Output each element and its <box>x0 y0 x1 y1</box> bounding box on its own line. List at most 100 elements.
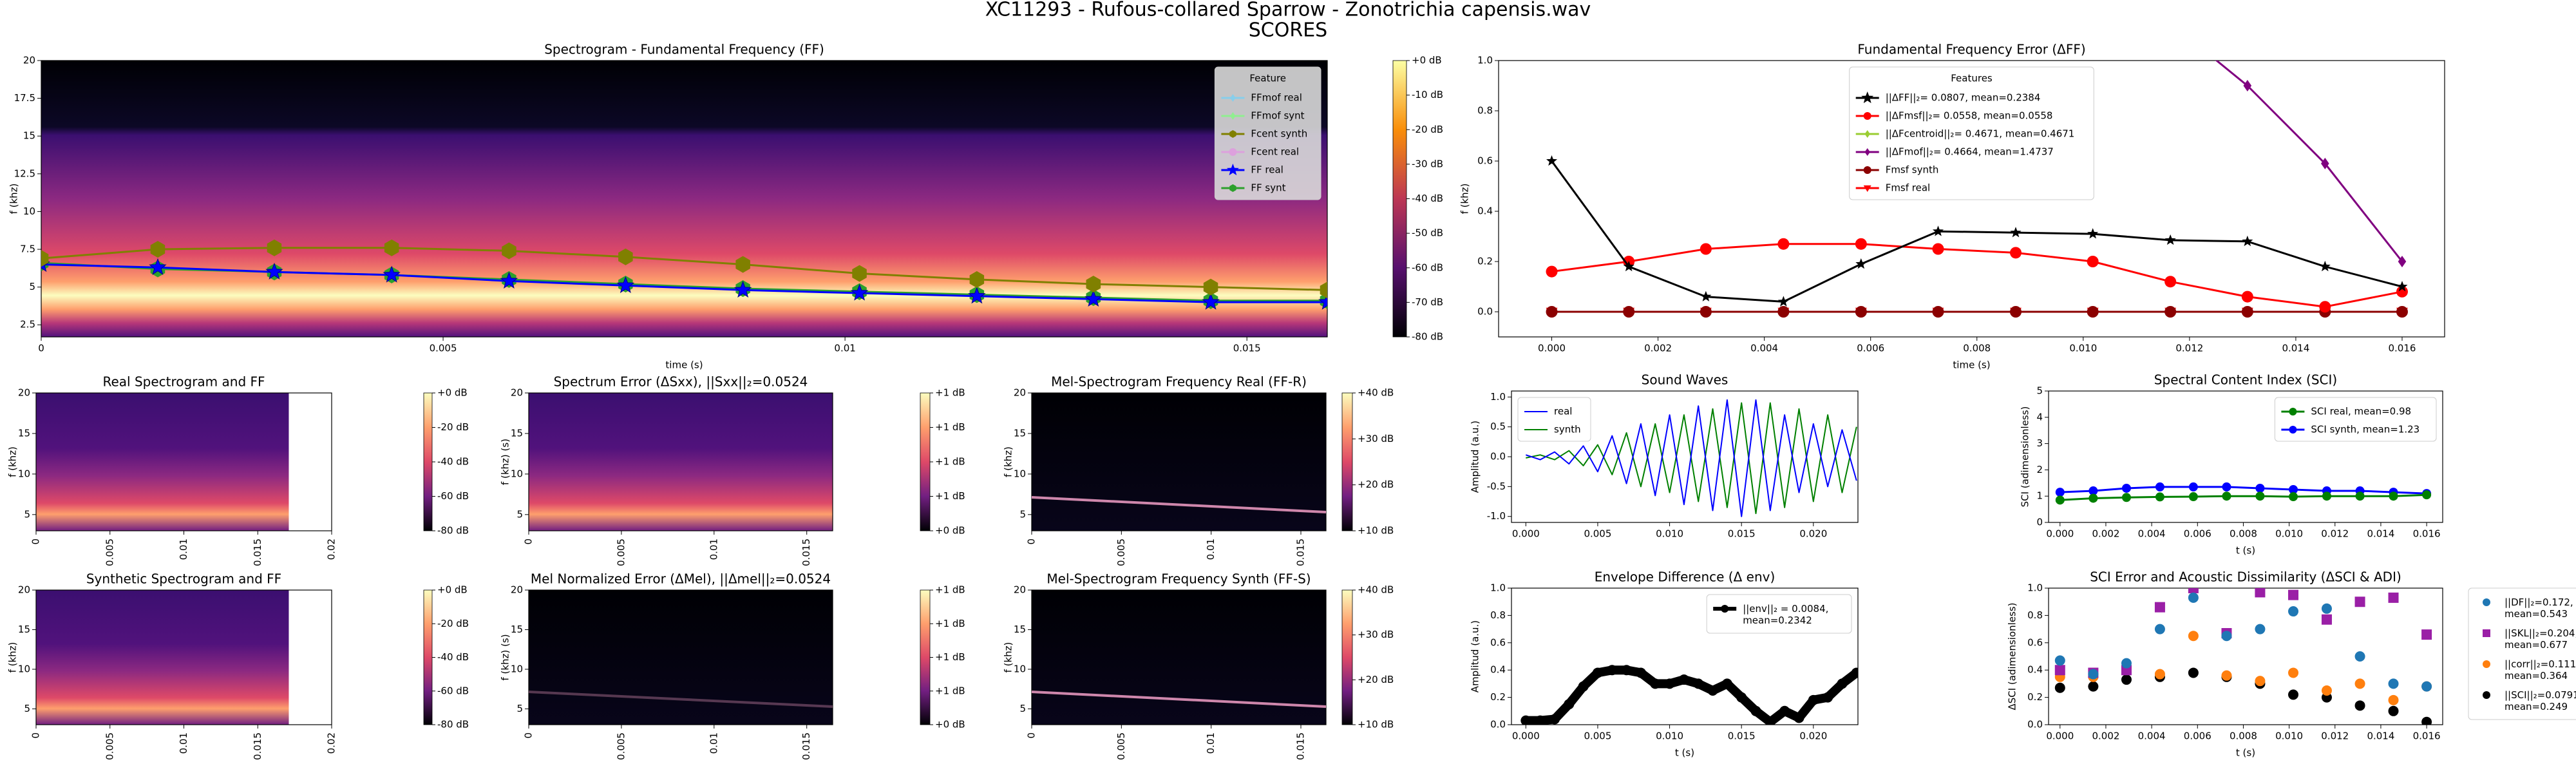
data-point <box>2289 492 2298 502</box>
data-point <box>2087 256 2099 267</box>
x-tick-label: 0.006 <box>2184 730 2211 742</box>
colorbar <box>423 589 433 725</box>
y-tick-label: 20 <box>23 55 35 66</box>
axes-title: Spectral Content Index (SCI) <box>2154 372 2337 388</box>
x-tick-label: 0 <box>1026 539 1037 545</box>
y-tick-label: 5 <box>24 703 30 714</box>
data-point <box>1084 289 1103 307</box>
data-point <box>2087 306 2099 318</box>
colorbar-tick-label: +10 dB <box>1358 525 1394 537</box>
data-point <box>1578 681 1589 692</box>
y-tick-label: 10 <box>18 468 30 479</box>
data-point <box>2321 614 2332 625</box>
axes-title: Mel Normalized Error (ΔMel), ||Δmel||₂=0… <box>531 571 831 587</box>
data-point <box>41 250 49 267</box>
colorbar-tick-label: -50 dB <box>1412 227 1443 239</box>
colorbar-tick-label: +20 dB <box>1358 479 1394 490</box>
colorbar-tick-label: -80 dB <box>437 719 469 730</box>
y-tick-label: 3 <box>2036 437 2043 449</box>
colorbar <box>1341 589 1353 725</box>
data-point <box>1623 306 1635 318</box>
data-point <box>2088 486 2098 496</box>
y-tick-label: 15 <box>18 427 30 439</box>
decor <box>528 496 1327 708</box>
colorbar-tick-label: +1 dB <box>935 456 965 468</box>
data-point <box>2188 631 2199 642</box>
x-tick-label: 0.004 <box>1750 343 1778 354</box>
y-tick-label: 0.6 <box>2027 636 2043 648</box>
data-point <box>2421 716 2432 725</box>
legend-marker <box>2483 598 2490 606</box>
axes-frame <box>528 392 833 531</box>
data-point <box>2221 670 2232 681</box>
x-tick-label: 0.002 <box>2092 730 2119 742</box>
data-point <box>2243 80 2252 91</box>
data-point <box>2188 667 2199 678</box>
data-point <box>2241 306 2253 318</box>
mel-trace <box>1031 691 1327 708</box>
data-point <box>2255 491 2265 501</box>
data-point <box>1851 667 1858 678</box>
colorbar-tick-label: -30 dB <box>1412 158 1443 169</box>
data-point <box>2155 492 2164 502</box>
x-tick-label: 0 <box>523 539 535 545</box>
y-tick-label: 1.0 <box>2027 582 2043 594</box>
x-tick-label: 0.015 <box>1728 730 1756 742</box>
y-axis-label: f (khz) <box>7 446 19 477</box>
x-tick-label: 0.01 <box>834 343 855 354</box>
data-point <box>1855 258 1867 269</box>
legend-box <box>1849 66 2094 200</box>
data-point <box>2388 705 2399 716</box>
x-tick-label: 0.020 <box>1799 528 1827 540</box>
x-tick-label: 0 <box>30 732 42 739</box>
data-point <box>1203 278 1218 296</box>
data-point <box>2154 669 2165 680</box>
data-point <box>1777 306 1790 318</box>
legend-label: FFmof synt <box>1251 110 1304 122</box>
data-point <box>1823 692 1833 703</box>
x-tick-label: 0.005 <box>1584 730 1611 742</box>
x-tick-label: 0.008 <box>2230 730 2257 742</box>
data-point <box>2255 483 2265 493</box>
data-point <box>2188 588 2199 593</box>
data-point <box>2422 490 2432 500</box>
data-point <box>2321 157 2329 169</box>
series-group <box>2054 588 2432 725</box>
colorbar-tick-label: -60 dB <box>437 685 469 696</box>
data-point <box>2288 589 2299 600</box>
y-tick-label: 0.8 <box>2027 609 2043 621</box>
x-tick-label: 0.005 <box>430 343 457 354</box>
axes-title: Fundamental Frequency Error (ΔFF) <box>1857 42 2085 57</box>
legend-marker <box>1864 130 1870 138</box>
y-tick-label: 5 <box>1019 508 1026 520</box>
data-point <box>2222 491 2231 501</box>
colorbar-tick-label: +40 dB <box>1358 584 1394 596</box>
data-point <box>734 280 752 298</box>
data-point <box>2388 592 2399 603</box>
legend-marker <box>1230 94 1236 102</box>
data-point <box>2289 485 2298 495</box>
colorbar-tick-label: +10 dB <box>1358 719 1394 730</box>
legend-label: ||ΔFF||₂= 0.0807, mean=0.2384 <box>1886 92 2041 104</box>
data-point <box>2255 588 2266 598</box>
x-tick-label: 0.015 <box>1294 732 1306 760</box>
x-tick-label: 0.005 <box>104 539 115 566</box>
data-point <box>1779 705 1790 716</box>
data-point <box>2164 306 2177 318</box>
y-tick-label: 17.5 <box>14 92 35 104</box>
x-axis-label: time (s) <box>1953 359 1990 371</box>
x-tick-label: 0.005 <box>1115 539 1127 566</box>
x-tick-label: 0.005 <box>104 732 115 760</box>
y-axis-label: SCI (adimensionless) <box>2020 406 2031 508</box>
x-tick-label: 0.010 <box>1656 730 1683 742</box>
axes-frame <box>1511 587 1859 725</box>
x-tick-label: 0.002 <box>1644 343 1672 354</box>
data-point <box>1546 265 1558 278</box>
data-point <box>1564 699 1575 710</box>
data-point <box>1736 692 1747 703</box>
data-point <box>2054 665 2065 676</box>
x-tick-label: 0.000 <box>2046 730 2074 742</box>
y-tick-label: 5 <box>516 508 523 520</box>
data-point <box>1765 716 1776 725</box>
legend-label: ||ΔFmsf||₂= 0.0558, mean=0.0558 <box>1886 110 2053 122</box>
